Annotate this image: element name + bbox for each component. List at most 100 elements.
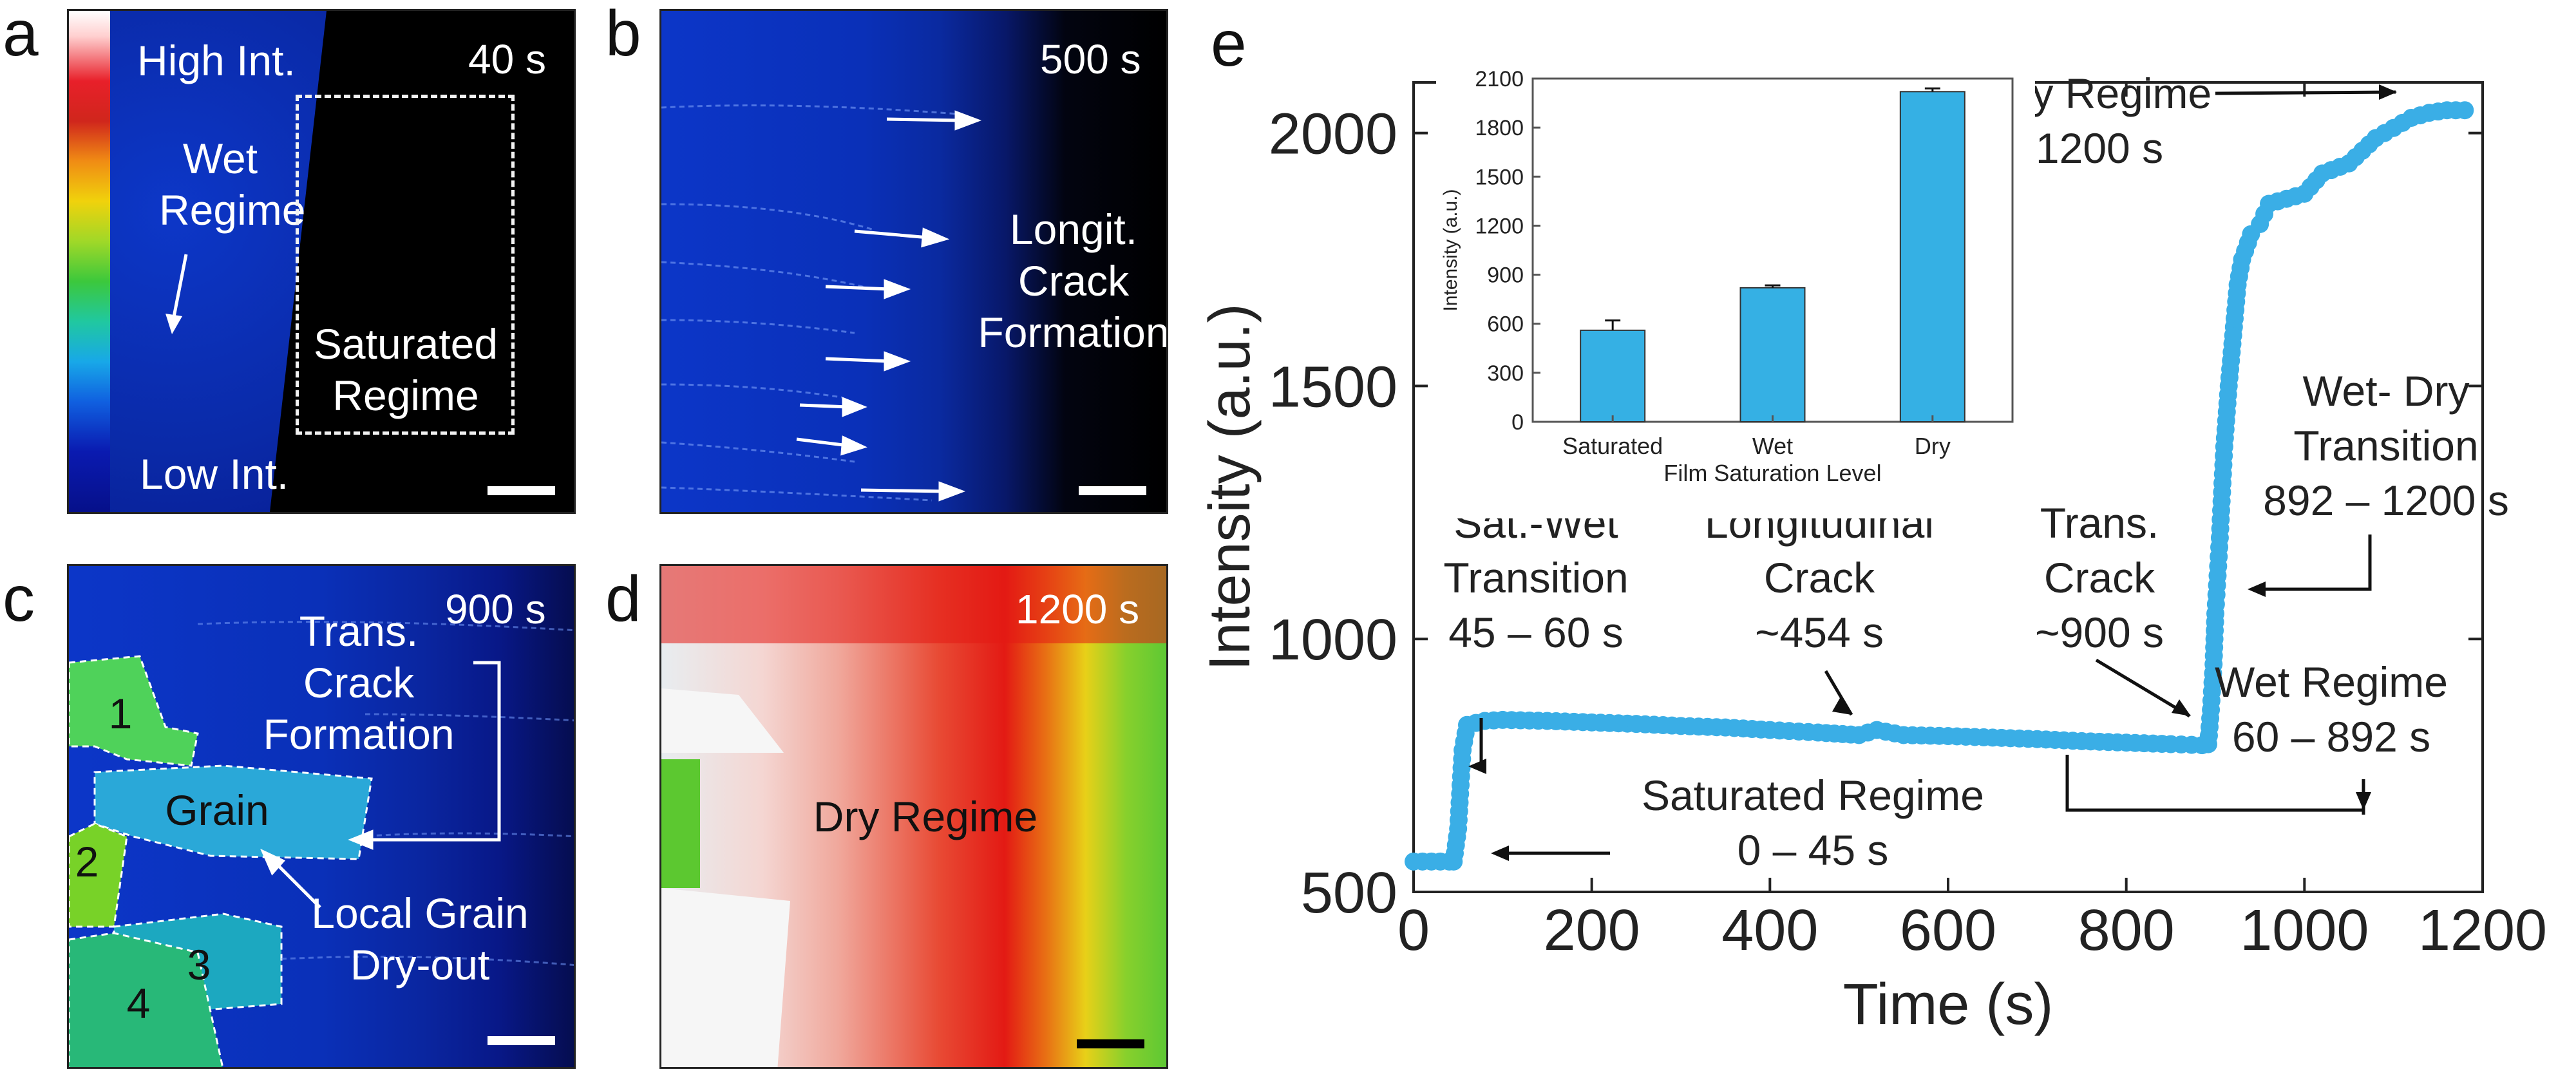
annot-trans-crack-3: ~900 s	[2035, 609, 2164, 656]
data-point	[2456, 101, 2474, 120]
panel-b-scale-bar	[1079, 486, 1146, 495]
panel-d-label: d	[605, 563, 641, 635]
trans-crack-label-2: Crack	[303, 659, 415, 706]
local-grain-label-2: Dry-out	[350, 941, 490, 989]
panel-e-label: e	[1211, 8, 1247, 80]
wet-arrow	[166, 254, 188, 334]
saturated-box	[296, 95, 515, 435]
inset-y-tick-label: 0	[1511, 410, 1524, 435]
colorbar-high-label: High Int.	[137, 37, 296, 84]
longit-crack-label-2: Crack	[1018, 257, 1130, 305]
dry-regime-label: Dry Regime	[813, 793, 1038, 840]
panel-a-label: a	[3, 0, 39, 70]
panel-b-label: b	[605, 0, 641, 70]
main-data-points	[1405, 101, 2474, 871]
inset-x-tick-label: Saturated	[1562, 433, 1663, 459]
annot-wet-regime-2: 60 – 892 s	[2232, 713, 2430, 761]
longit-crack-label-3: Formation	[978, 308, 1168, 356]
annot-saturated-1: Saturated Regime	[1642, 771, 1984, 819]
inset-y-tick-label: 1500	[1475, 165, 1524, 189]
longit-crack-label-1: Longit.	[1009, 205, 1138, 253]
trans-crack-label-3: Formation	[263, 710, 455, 758]
x-axis-label: Time (s)	[1843, 972, 2054, 1037]
trans-crack-bracket	[260, 661, 501, 909]
y-axis-label: Intensity (a.u.)	[1198, 303, 1262, 670]
panel-c-scale-bar	[488, 1036, 555, 1045]
arrow-saturated-head	[1491, 846, 1509, 861]
x-tick-label: 200	[1544, 898, 1640, 963]
colorbar	[69, 11, 110, 512]
grain-label: Grain	[165, 786, 269, 834]
annot-trans-crack-1: Trans.	[2040, 499, 2159, 547]
inset-y-tick-label: 300	[1487, 361, 1524, 386]
panel-a-time: 40 s	[468, 36, 546, 82]
inset-y-tick-label: 1200	[1475, 214, 1524, 238]
inset-bar-saturated	[1580, 329, 1646, 422]
wet-regime-label-2: Regime	[159, 186, 306, 234]
annot-trans-crack-2: Crack	[2044, 554, 2155, 601]
inset-y-tick-label: 1800	[1475, 116, 1524, 140]
annot-wet-dry-1: Wet- Dry	[2302, 367, 2469, 415]
annot-longitudinal-3: ~454 s	[1755, 609, 1884, 656]
inset-y-tick-label: 900	[1487, 263, 1524, 288]
x-tick-label: 800	[2078, 898, 2175, 963]
arrow-longitudinal	[1824, 670, 1853, 716]
y-tick-label: 2000	[1269, 102, 1397, 167]
arrow-wet-dry-head	[2248, 582, 2266, 597]
panel-a-image: High Int. 40 s Wet Regime Saturated Regi…	[67, 9, 576, 514]
local-grain-label-1: Local Grain	[311, 889, 529, 937]
arrow-longitudinal-head	[1832, 698, 1852, 715]
inset-y-axis-label: Intensity (a.u.)	[1440, 189, 1461, 311]
inset-y-tick-label: 600	[1487, 312, 1524, 337]
annot-saturated-2: 0 – 45 s	[1738, 826, 1889, 874]
saturated-regime-label-2: Regime	[332, 372, 479, 419]
annot-wet-dry-3: 892 – 1200 s	[2263, 477, 2509, 524]
arrow-wet-regime-line	[2065, 755, 2365, 812]
x-tick-label: 0	[1397, 898, 1430, 963]
x-tick-label: 400	[1721, 898, 1818, 963]
grain-number-4: 4	[126, 979, 151, 1027]
panel-d-scale-bar	[1077, 1039, 1144, 1048]
arrow-wet-dry	[2254, 534, 2372, 591]
panel-d-time: 1200 s	[1016, 586, 1140, 632]
grain-number-3: 3	[187, 941, 211, 989]
arrow-trans-crack	[2095, 658, 2191, 718]
wet-regime-label-1: Wet	[182, 135, 258, 182]
inset-x-axis-label: Film Saturation Level	[1663, 460, 1881, 486]
grain-number-1: 1	[108, 690, 133, 737]
annot-wet-dry-2: Transition	[2293, 422, 2478, 469]
annot-sat-wet-2: Transition	[1443, 554, 1628, 601]
panel-b-time: 500 s	[1040, 36, 1141, 82]
inset-bar-dry	[1899, 91, 1965, 423]
trans-crack-label-1: Trans.	[299, 607, 419, 655]
dry-grains	[661, 566, 1166, 1067]
annot-wet-regime-1: Wet Regime	[2215, 658, 2448, 706]
arrow-dry-regime-head	[2379, 84, 2397, 100]
saturated-regime-label-1: Saturated	[313, 320, 498, 368]
panel-c-label: c	[3, 563, 35, 635]
grain-shapes	[69, 621, 574, 1067]
grain-number-2: 2	[75, 838, 99, 885]
annot-longitudinal-2: Crack	[1764, 554, 1875, 601]
crack-lines	[661, 104, 958, 502]
inset-bar-wet	[1739, 287, 1806, 422]
colorbar-low-label: Low Int.	[140, 450, 289, 498]
inset-bar-chart: 0 300 600 900 1200 1500 1800 2100 Saturated Wet Dr…	[1436, 43, 2035, 518]
panel-a-scale-bar	[488, 486, 555, 495]
panel-c-time: 900 s	[445, 586, 546, 632]
x-tick-label: 1000	[2240, 898, 2369, 963]
arrow-trans-crack-head	[2172, 699, 2191, 716]
x-tick-label: 1200	[2418, 898, 2547, 963]
panel-d-image: 1200 s Dry Regime	[659, 564, 1168, 1069]
y-tick-label: 1500	[1269, 355, 1397, 419]
inset-x-tick-label: Dry	[1915, 433, 1951, 459]
panel-c-image: 900 s Trans. Crack Formation Grain 1 2 3…	[67, 564, 576, 1069]
annot-dry-regime-2: 1200 s	[2036, 124, 2163, 172]
y-tick-label: 1000	[1269, 608, 1397, 672]
y-tick-label: 500	[1301, 861, 1397, 925]
inset-y-tick-label: 2100	[1475, 67, 1524, 91]
panel-b-image: 500 s Longit. Crack Formation	[659, 9, 1168, 514]
crack-arrows	[796, 110, 982, 502]
inset-x-tick-label: Wet	[1752, 433, 1793, 459]
